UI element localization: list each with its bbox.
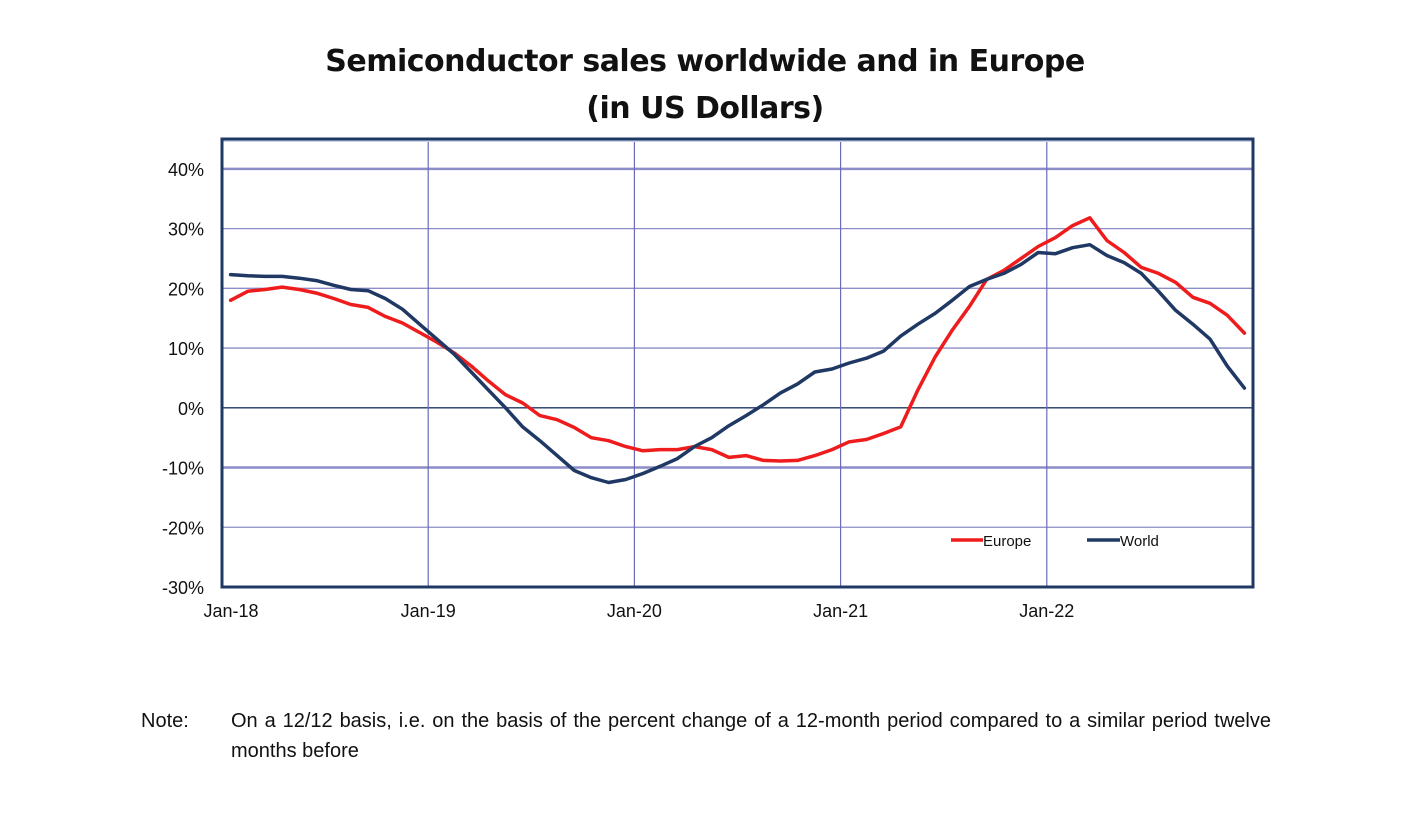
- x-tick-label: Jan-22: [1019, 601, 1074, 621]
- x-tick-label: Jan-18: [203, 601, 258, 621]
- chart-title: Semiconductor sales worldwide and in Eur…: [325, 44, 1085, 79]
- y-axis-ticks: 40% 30% 20% 10% 0% -10% -20% -30%: [162, 160, 204, 598]
- line-chart: 40% 30% 20% 10% 0% -10% -20% -30% Jan-18…: [162, 137, 1255, 621]
- x-axis-ticks: Jan-18 Jan-19 Jan-20 Jan-21 Jan-22: [203, 601, 1074, 621]
- y-tick-label: 20%: [168, 279, 204, 299]
- chart-subtitle: (in US Dollars): [586, 91, 824, 126]
- note-label: Note:: [141, 710, 189, 732]
- series-lines: [228, 216, 1247, 485]
- y-tick-label: 10%: [168, 339, 204, 359]
- y-tick-label: -20%: [162, 518, 204, 538]
- y-tick-label: -30%: [162, 578, 204, 598]
- series-line-europe: [228, 216, 1247, 463]
- y-tick-label: 30%: [168, 220, 204, 240]
- x-tick-label: Jan-21: [813, 601, 868, 621]
- y-tick-label: 40%: [168, 160, 204, 180]
- y-tick-label: -10%: [162, 459, 204, 479]
- series-line-world: [228, 242, 1247, 485]
- legend-world-label: World: [1120, 533, 1159, 550]
- legend: Europe World: [951, 533, 1159, 550]
- y-tick-label: 0%: [178, 399, 204, 419]
- legend-europe-label: Europe: [983, 533, 1031, 550]
- grid: [222, 139, 1253, 588]
- plot-frame: [220, 137, 1255, 589]
- note-text: On a 12/12 basis, i.e. on the basis of t…: [231, 710, 1271, 762]
- x-tick-label: Jan-19: [401, 601, 456, 621]
- chart-title-block: Semiconductor sales worldwide and in Eur…: [0, 38, 1410, 132]
- x-tick-label: Jan-20: [607, 601, 662, 621]
